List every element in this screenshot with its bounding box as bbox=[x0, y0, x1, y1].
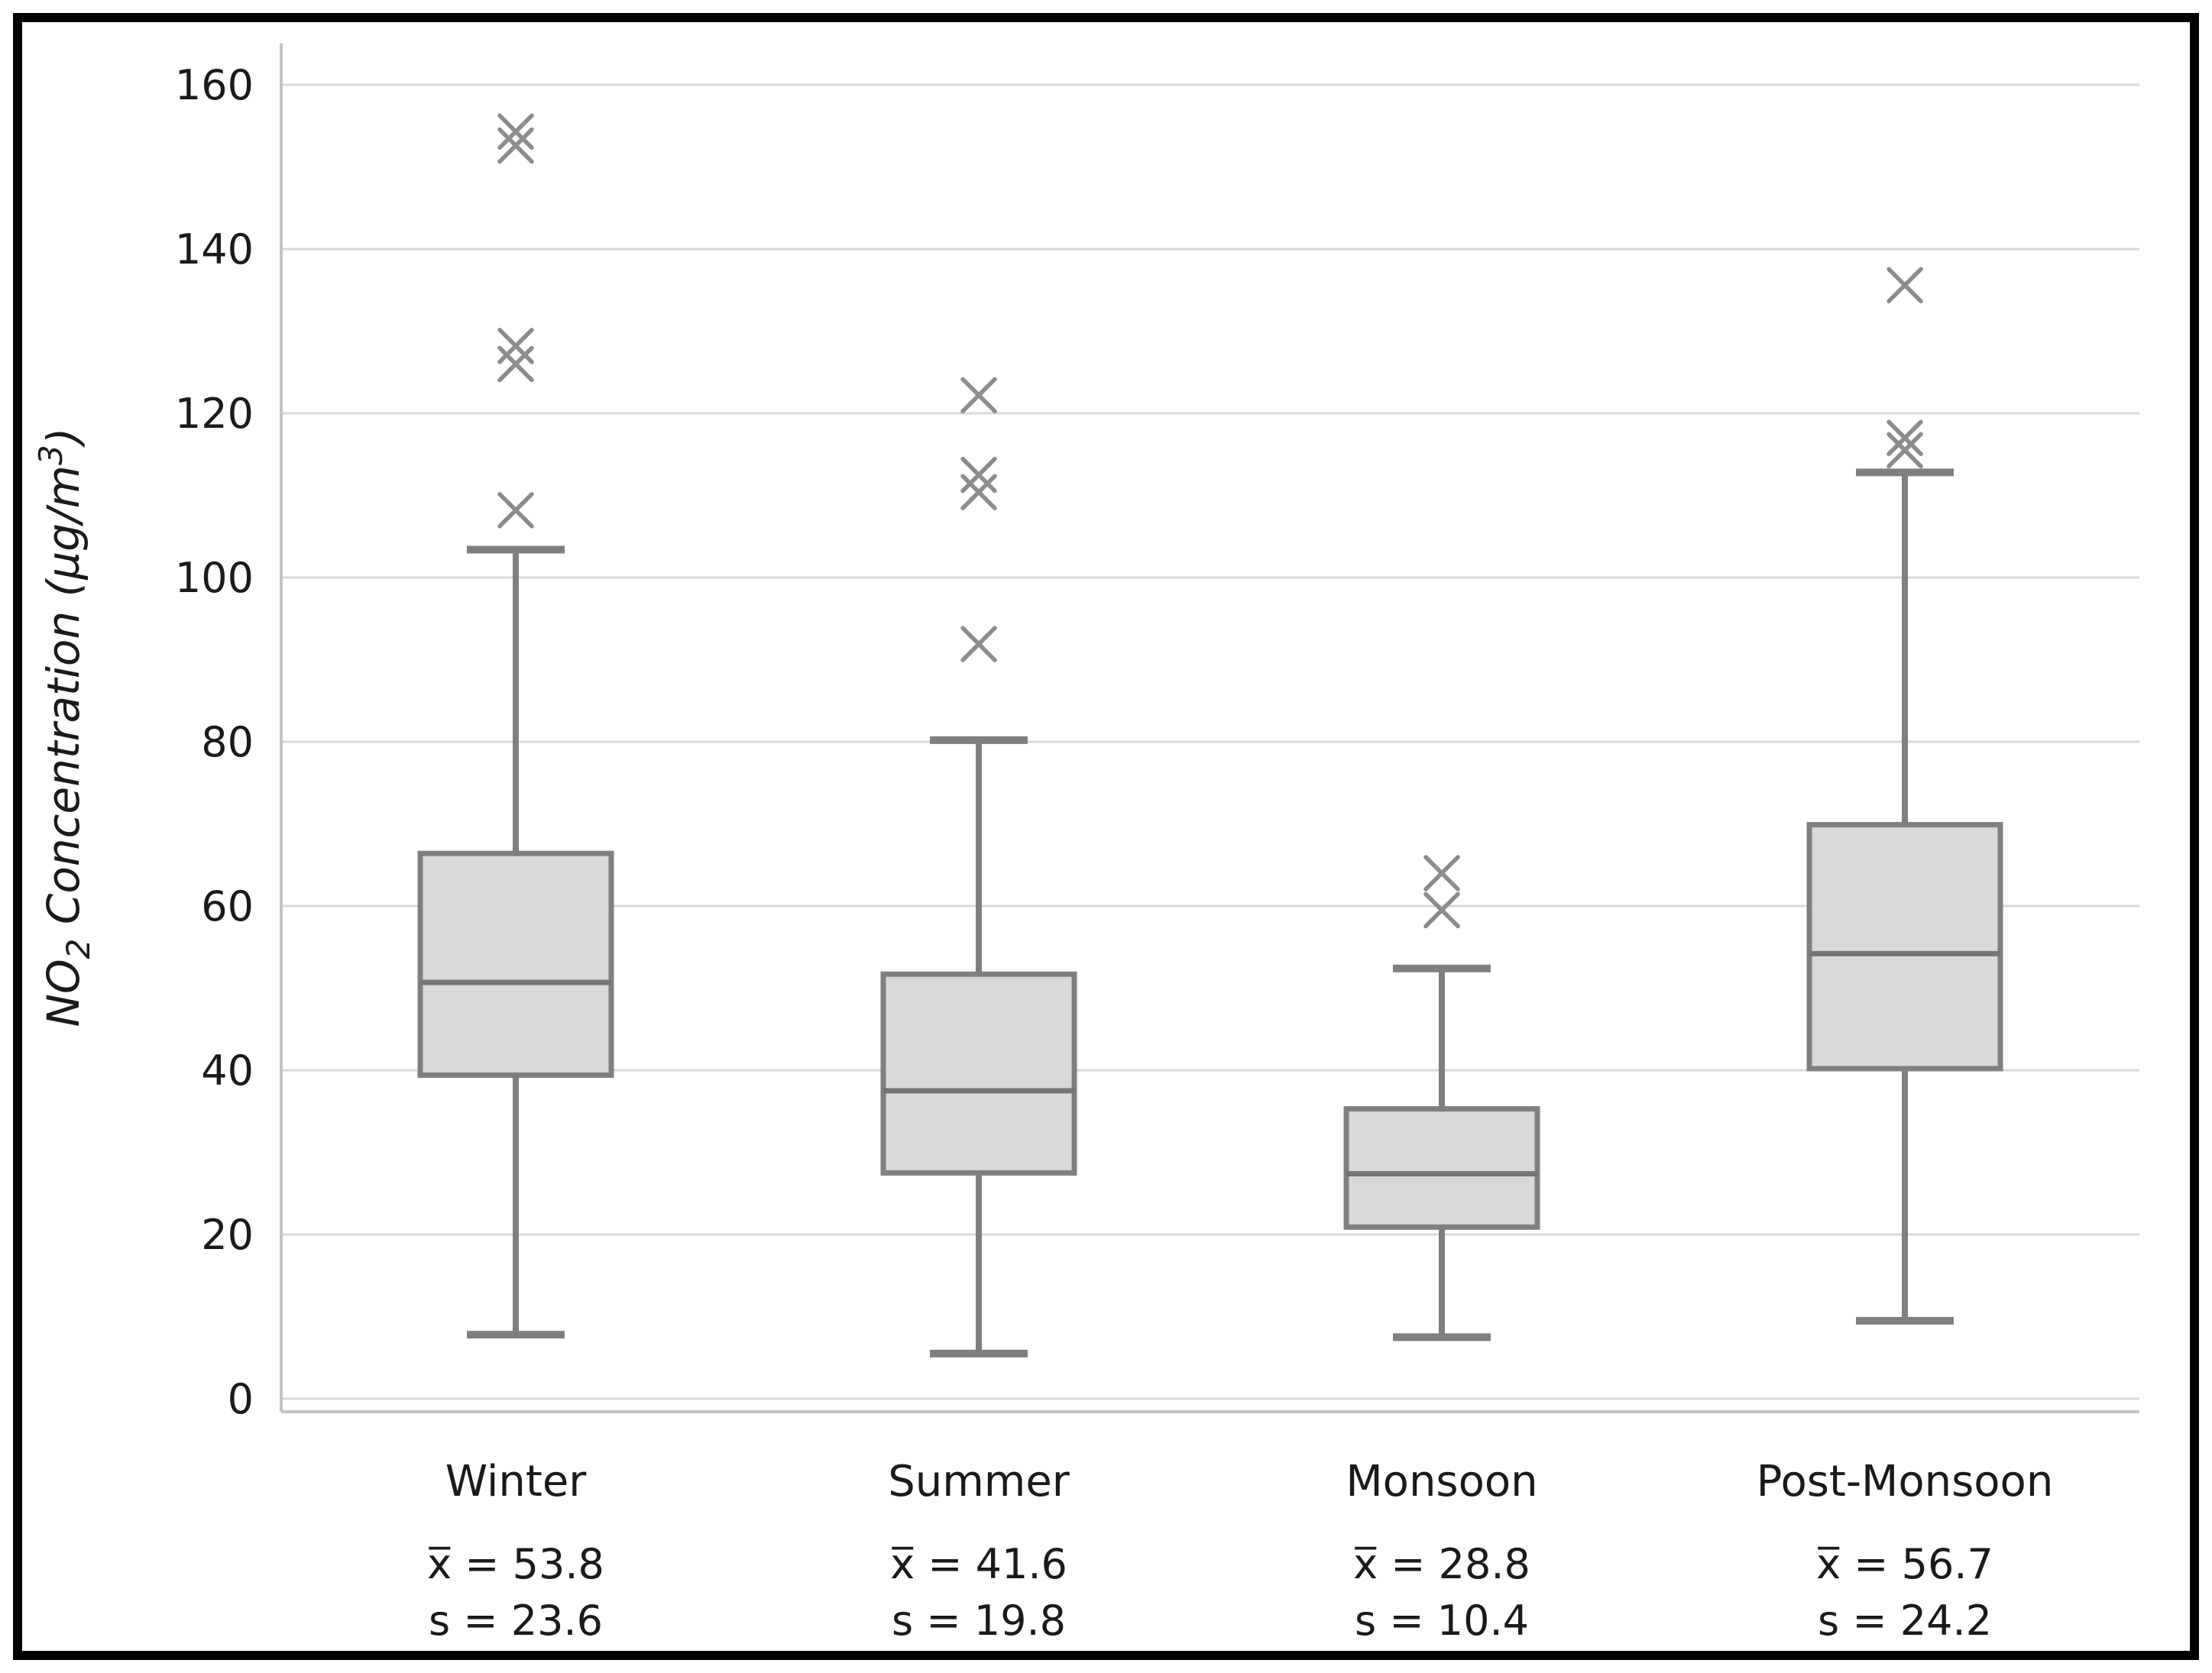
outlier-marker bbox=[960, 474, 997, 510]
y-tick-label: 100 bbox=[175, 554, 254, 602]
outlier-marker bbox=[497, 127, 534, 164]
mean-label: x̅ = 56.7 bbox=[1816, 1540, 1993, 1588]
box-plot-monsoon: Monsoon x̅ = 28.8 s = 10.4 bbox=[1343, 855, 1540, 1645]
outlier-marker bbox=[960, 456, 997, 493]
y-axis-title: NO2 Concentration (µg/m3) bbox=[32, 428, 97, 1027]
outlier-marker bbox=[497, 492, 534, 529]
sd-label: s = 24.2 bbox=[1818, 1597, 1992, 1645]
outlier-marker bbox=[1887, 432, 1923, 469]
box-plot-post-monsoon: Post-Monsoon x̅ = 56.7 s = 24.2 bbox=[1757, 267, 2054, 1645]
iqr-box bbox=[1343, 1106, 1540, 1230]
y-tick-label: 160 bbox=[175, 61, 254, 109]
y-tick-label: 20 bbox=[201, 1211, 254, 1259]
iqr-box bbox=[880, 971, 1077, 1176]
outlier-marker bbox=[960, 377, 997, 414]
category-label: Summer bbox=[888, 1457, 1070, 1506]
outlier-marker bbox=[1887, 267, 1923, 304]
outlier-marker bbox=[497, 113, 534, 150]
outlier-marker bbox=[1423, 855, 1460, 892]
outlier-marker bbox=[960, 626, 997, 662]
sd-label: s = 23.6 bbox=[429, 1597, 603, 1645]
box-plot-winter: Winter x̅ = 53.8 s = 23.6 bbox=[417, 113, 614, 1645]
category-label: Winter bbox=[445, 1457, 588, 1506]
mean-label: x̅ = 41.6 bbox=[890, 1540, 1067, 1588]
mean-label: x̅ = 28.8 bbox=[1353, 1540, 1530, 1588]
y-tick-label: 40 bbox=[201, 1047, 254, 1095]
category-label: Monsoon bbox=[1346, 1457, 1537, 1506]
sd-label: s = 10.4 bbox=[1355, 1597, 1529, 1645]
y-tick-labels-group: 0 20 40 60 80 100 120 140 160 bbox=[175, 61, 254, 1423]
y-tick-label: 0 bbox=[228, 1375, 254, 1423]
y-tick-label: 120 bbox=[175, 390, 254, 438]
outlier-marker bbox=[1887, 419, 1923, 456]
y-tick-label: 60 bbox=[201, 882, 254, 930]
y-tick-label: 80 bbox=[201, 718, 254, 766]
iqr-box bbox=[1806, 822, 2003, 1072]
y-tick-label: 140 bbox=[175, 225, 254, 273]
mean-label: x̅ = 53.8 bbox=[427, 1540, 604, 1588]
figure-frame bbox=[13, 13, 2199, 1660]
iqr-box bbox=[417, 850, 614, 1078]
box-plot-summer: Summer x̅ = 41.6 s = 19.8 bbox=[880, 377, 1077, 1645]
outlier-marker bbox=[497, 328, 534, 364]
outlier-marker bbox=[1423, 892, 1460, 929]
sd-label: s = 19.8 bbox=[892, 1597, 1066, 1645]
outlier-marker bbox=[497, 345, 534, 383]
category-label: Post-Monsoon bbox=[1757, 1457, 2054, 1506]
